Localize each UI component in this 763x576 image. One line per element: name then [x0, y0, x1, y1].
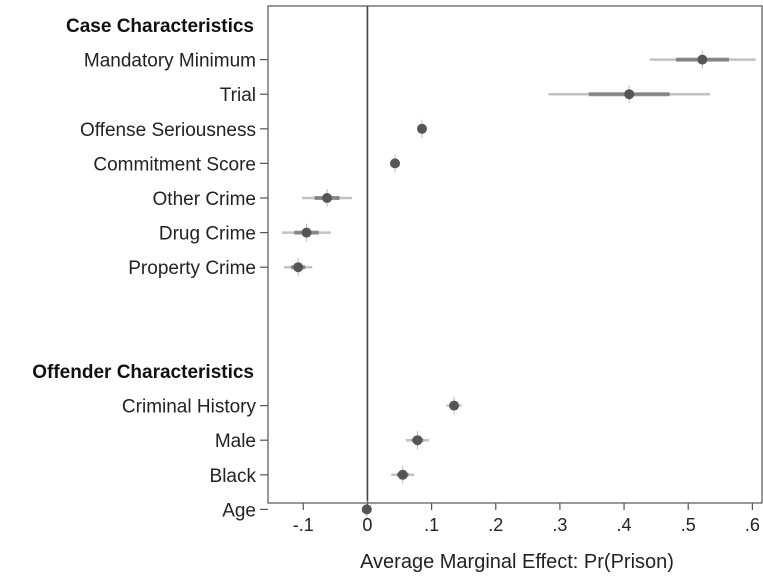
category-label: Black — [210, 466, 257, 487]
plot-frame — [267, 5, 763, 504]
estimate-marks — [282, 50, 756, 519]
group-header: Offender Characteristics — [32, 362, 254, 383]
point-estimate — [301, 227, 312, 238]
x-tick-label: .5 — [681, 515, 696, 535]
x-tick-label: .3 — [552, 515, 567, 535]
point-estimate — [624, 89, 635, 100]
category-label: Age — [222, 500, 256, 521]
category-label: Mandatory Minimum — [84, 51, 256, 72]
category-groups: Case Characteristics Mandatory Minimum Tri… — [32, 16, 268, 521]
category-label: Offense Seriousness — [80, 120, 256, 141]
x-tick-label: .2 — [488, 515, 503, 535]
point-estimate — [293, 262, 304, 273]
x-tick-label: 0 — [362, 515, 372, 535]
x-tick-label: .1 — [424, 515, 439, 535]
category-label: Drug Crime — [159, 224, 256, 245]
point-estimate — [416, 123, 427, 134]
category-label: Trial — [220, 85, 256, 106]
group-header: Case Characteristics — [66, 16, 254, 37]
point-estimate — [449, 400, 460, 411]
category-label: Male — [215, 431, 256, 452]
point-estimate — [390, 158, 401, 169]
x-axis-title: Average Marginal Effect: Pr(Prison) — [360, 551, 674, 573]
point-estimate — [322, 193, 333, 203]
x-axis: -.1 0 .1 .2 .3 .4 .5 .6 — [293, 503, 760, 535]
x-tick-label: .4 — [617, 515, 632, 535]
x-tick-label: -.1 — [293, 515, 314, 535]
x-tick-label: .6 — [745, 515, 760, 535]
point-estimate — [697, 54, 708, 65]
point-estimate — [397, 469, 408, 480]
category-label: Criminal History — [122, 397, 257, 418]
point-estimate — [412, 435, 423, 446]
category-label: Property Crime — [128, 258, 256, 279]
category-label: Other Crime — [153, 189, 256, 210]
category-label: Commitment Score — [93, 154, 256, 175]
point-estimate — [361, 504, 372, 515]
